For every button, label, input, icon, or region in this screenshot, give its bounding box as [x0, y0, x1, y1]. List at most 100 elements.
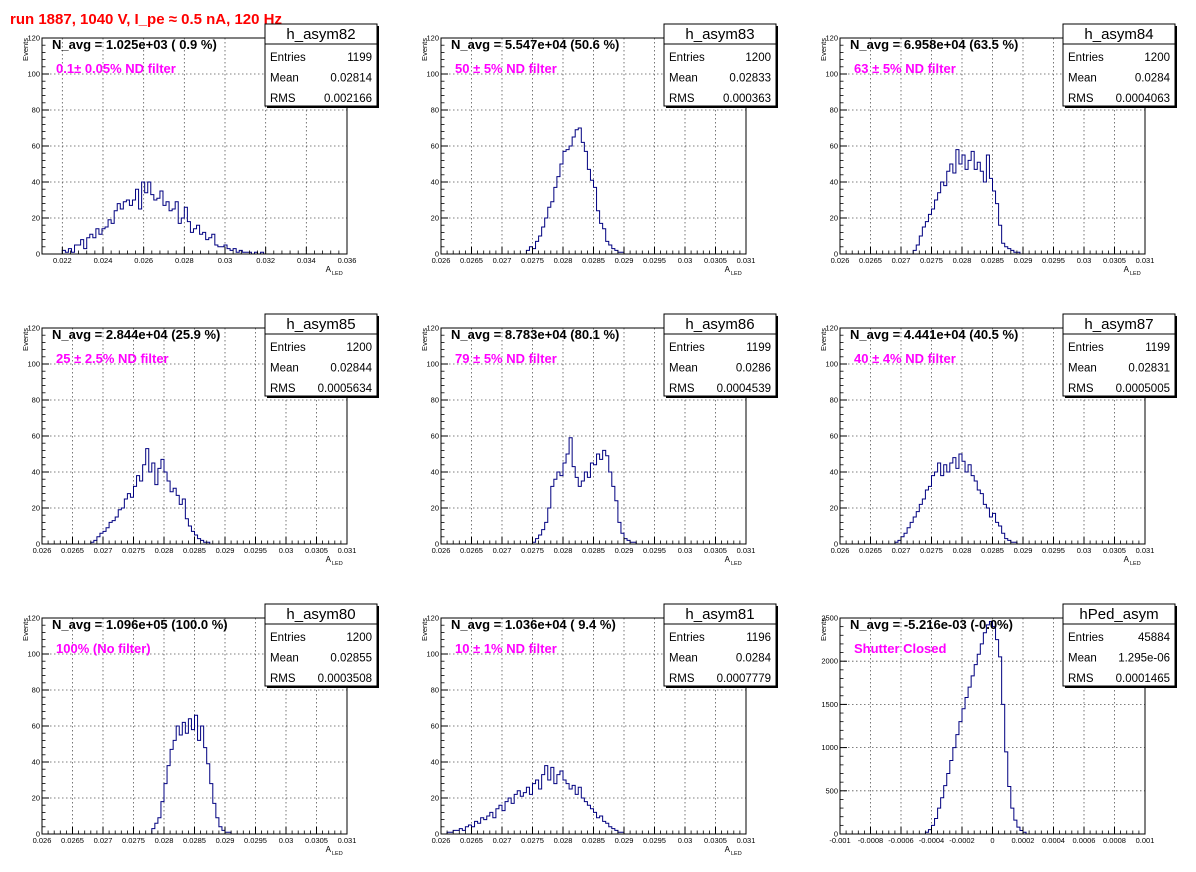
y-tick-label: 80: [431, 106, 439, 115]
x-tick-label: 0.029: [216, 546, 235, 555]
x-tick-label: 0.031: [737, 546, 756, 555]
filter-annotation: 100% (No filter): [56, 641, 151, 656]
histogram-series-h_asym87: [894, 453, 1018, 544]
x-tick-label: 0.031: [338, 836, 357, 845]
stats-value: 0.02855: [330, 653, 372, 665]
x-axis-title-subscript: LED: [332, 851, 343, 857]
stats-value: 0.02814: [330, 73, 372, 85]
stats-value: 1200: [346, 632, 372, 644]
stats-box: [1062, 603, 1176, 687]
y-axis-title: Events: [819, 328, 828, 351]
stats-box: [1062, 23, 1176, 107]
x-tick-label: 0.0295: [643, 546, 666, 555]
stats-label: Entries: [669, 342, 705, 354]
histogram-series-h_asym81: [446, 765, 625, 834]
x-tick-label: 0.0265: [859, 546, 882, 555]
y-tick-label: 120: [27, 324, 40, 333]
x-tick-label: 0.0275: [122, 546, 145, 555]
stats-value: 0.0004063: [1116, 93, 1170, 105]
x-tick-label: 0.027: [892, 546, 911, 555]
y-tick-label: 80: [32, 686, 40, 695]
x-tick-label: 0.0006: [1073, 836, 1096, 845]
stats-label: Mean: [1068, 73, 1097, 85]
filter-annotation: 50 ± 5% ND filter: [455, 61, 557, 76]
y-tick-label: 0: [36, 830, 40, 839]
navg-annotation: N_avg = 8.783e+04 (80.1 %): [451, 327, 619, 342]
x-tick-label: 0.03: [678, 836, 693, 845]
x-tick-label: 0.0285: [582, 546, 605, 555]
y-tick-label: 40: [32, 178, 40, 187]
y-tick-label: 120: [426, 324, 439, 333]
y-tick-label: 20: [32, 504, 40, 513]
y-tick-label: 500: [825, 786, 838, 795]
y-tick-label: 60: [431, 722, 439, 731]
stats-label: Mean: [669, 653, 698, 665]
x-tick-label: 0.027: [493, 546, 512, 555]
x-axis-title-subscript: LED: [731, 851, 742, 857]
filter-annotation: 79 ± 5% ND filter: [455, 351, 557, 366]
stats-box-title: h_asym81: [685, 606, 754, 623]
x-tick-label: -0.0008: [858, 836, 883, 845]
y-tick-label: 80: [32, 396, 40, 405]
stats-label: RMS: [669, 673, 695, 685]
x-tick-label: 0.0295: [643, 836, 666, 845]
x-tick-label: 0.027: [892, 256, 911, 265]
stats-box-title: h_asym83: [685, 26, 754, 43]
stats-label: RMS: [270, 673, 296, 685]
x-tick-label: 0.026: [33, 546, 52, 555]
stats-value: 0.002166: [324, 93, 372, 105]
histogram-panel-h_asym84: 0.026 0.0265 0.027 0.0275 0.028 0.0285 0.029 0.…: [819, 23, 1177, 277]
y-tick-label: 1000: [821, 743, 838, 752]
x-tick-label: 0.031: [737, 256, 756, 265]
x-tick-label: 0.028: [953, 546, 972, 555]
x-tick-label: 0.027: [493, 256, 512, 265]
stats-box: [663, 313, 777, 397]
x-tick-label: 0.0285: [183, 546, 206, 555]
histogram-panel-hPed_asym: -0.001 -0.0008 -0.0006 -0.0004 -0.0002 0 0.000…: [819, 603, 1177, 845]
stats-box-title: h_asym87: [1084, 316, 1153, 333]
x-tick-label: 0.024: [94, 256, 113, 265]
stats-value: 0.0005634: [318, 383, 373, 395]
x-tick-label: 0.03: [218, 256, 233, 265]
filter-annotation: Shutter Closed: [854, 641, 947, 656]
x-tick-label: 0.0295: [244, 836, 267, 845]
filter-annotation: 63 ± 5% ND filter: [854, 61, 956, 76]
y-tick-label: 0: [435, 250, 439, 259]
x-tick-label: 0.027: [94, 546, 113, 555]
x-tick-label: 0.0275: [521, 256, 544, 265]
x-tick-label: 0.0295: [1042, 256, 1065, 265]
x-tick-label: 0.0285: [183, 836, 206, 845]
y-tick-label: 60: [431, 432, 439, 441]
stats-box: [264, 313, 378, 397]
x-tick-label: 0.03: [1077, 256, 1092, 265]
stats-value: 0.02831: [1128, 363, 1170, 375]
stats-label: RMS: [1068, 383, 1094, 395]
x-tick-label: 0.028: [554, 836, 573, 845]
x-tick-label: 0.028: [554, 256, 573, 265]
y-tick-label: 0: [834, 250, 838, 259]
stats-value: 0.02833: [729, 73, 771, 85]
stats-label: Entries: [1068, 342, 1104, 354]
x-tick-label: -0.0002: [949, 836, 974, 845]
x-tick-label: 0.03: [678, 256, 693, 265]
x-tick-label: 0.0002: [1012, 836, 1035, 845]
stats-box-title: h_asym86: [685, 316, 754, 333]
x-axis-title-subscript: LED: [332, 561, 343, 567]
y-tick-label: 80: [431, 686, 439, 695]
stats-label: Entries: [669, 632, 705, 644]
x-axis-title-subscript: LED: [1130, 271, 1141, 277]
x-tick-label: 0.027: [493, 836, 512, 845]
stats-box: [1062, 313, 1176, 397]
y-tick-label: 20: [431, 214, 439, 223]
x-tick-label: 0.031: [737, 836, 756, 845]
y-tick-label: 20: [431, 504, 439, 513]
run-title: run 1887, 1040 V, I_pe ≈ 0.5 nA, 120 Hz: [10, 11, 282, 28]
y-tick-label: 0: [435, 830, 439, 839]
x-tick-label: 0.0275: [521, 546, 544, 555]
stats-label: Mean: [669, 73, 698, 85]
navg-annotation: N_avg = 2.844e+04 (25.9 %): [52, 327, 220, 342]
x-tick-label: 0.036: [338, 256, 357, 265]
y-tick-label: 60: [830, 432, 838, 441]
y-tick-label: 100: [426, 650, 439, 659]
